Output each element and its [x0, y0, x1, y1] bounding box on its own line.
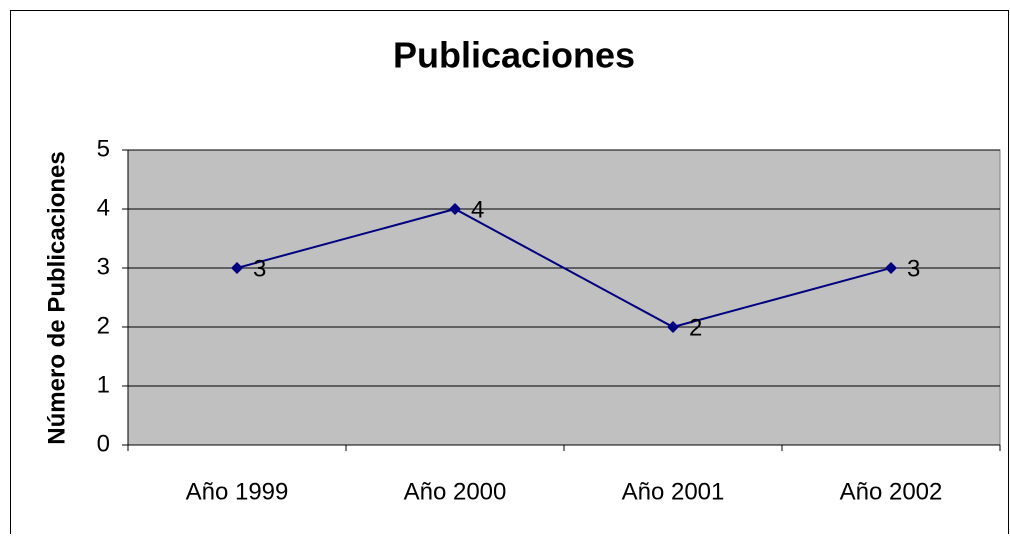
series-line	[236, 207, 892, 329]
data-label: 4	[471, 196, 484, 223]
data-point	[885, 262, 897, 274]
y-tick-label: 5	[97, 135, 110, 162]
y-tick-label: 2	[97, 312, 110, 339]
x-tick-label: Año 1999	[186, 478, 289, 505]
y-tick-label: 0	[97, 430, 110, 457]
y-tick-label: 1	[97, 371, 110, 398]
data-label: 3	[907, 255, 920, 282]
y-tick-label: 3	[97, 253, 110, 280]
data-label: 2	[689, 314, 702, 341]
plot-area	[127, 149, 1001, 446]
x-tick-label: Año 2001	[622, 478, 725, 505]
chart-title: Publicaciones	[393, 35, 635, 76]
data-point	[449, 203, 461, 215]
x-tick-label: Año 2000	[404, 478, 507, 505]
data-label: 3	[253, 255, 266, 282]
x-tick-label: Año 2002	[840, 478, 943, 505]
data-point	[231, 262, 243, 274]
y-tick-label: 4	[97, 194, 110, 221]
y-axis-label: Número de Publicaciones	[43, 151, 70, 444]
data-point	[667, 321, 679, 333]
